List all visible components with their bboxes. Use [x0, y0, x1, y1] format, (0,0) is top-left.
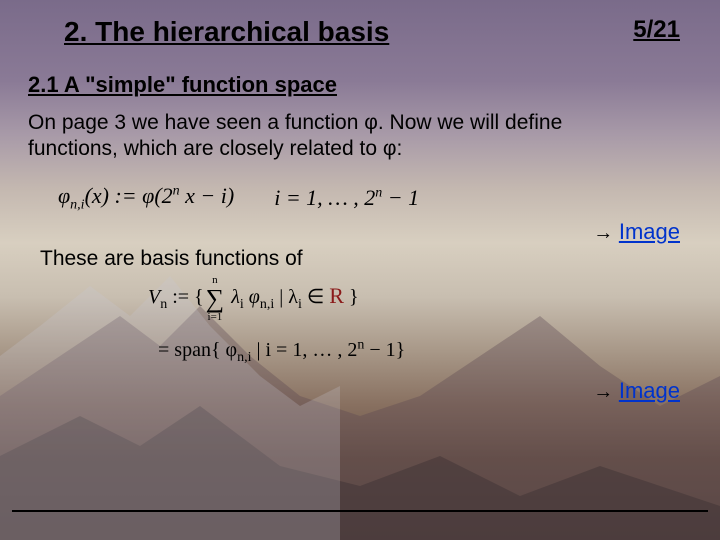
formula-sup1: n	[173, 183, 180, 198]
vn-lambda: λ	[226, 286, 240, 308]
arrow-icon: →	[593, 381, 619, 403]
vn-real-set: R	[329, 283, 344, 308]
span-eq: = span{ φ	[158, 339, 237, 361]
page-number: 5/21	[633, 16, 680, 44]
footer-divider	[12, 510, 708, 512]
slide-title: 2. The hierarchical basis	[64, 16, 389, 48]
formula-range-end: − 1	[382, 185, 419, 210]
sum-sigma-icon: ∑	[206, 286, 225, 312]
arrow-icon: →	[593, 222, 619, 244]
formula-phi: φ	[58, 183, 70, 208]
vn-bar: | λ	[274, 286, 298, 308]
vn-phi-sub: n,i	[260, 297, 274, 312]
formula-mid2: x − i)	[180, 183, 235, 208]
formula-definition: φn,i(x) := φ(2n x − i) i = 1, … , 2n − 1	[58, 183, 692, 213]
vn-in: ∈	[302, 286, 329, 308]
vn-label: V	[148, 286, 160, 308]
formula-range-pre: i = 1,	[274, 185, 322, 210]
vn-close: }	[344, 286, 359, 308]
formula-span: = span{ φn,i | i = 1, … , 2n − 1}	[158, 337, 692, 366]
span-post: , 2	[337, 339, 357, 361]
formula-sub: n,i	[70, 197, 84, 212]
formula-vn: Vn := {n∑i=1 λi φn,i | λi ∈ R }	[148, 275, 692, 323]
span-sub: n,i	[237, 350, 251, 365]
vn-phi: φ	[244, 286, 260, 308]
span-ellipsis: …	[307, 339, 337, 361]
span-end: − 1}	[364, 339, 405, 361]
formula-mid1: (x) := φ(2	[85, 183, 173, 208]
paragraph-intro: On page 3 we have seen a function φ. Now…	[28, 110, 568, 163]
image-link[interactable]: Image	[619, 378, 680, 403]
formula-range-post: , 2	[353, 185, 375, 210]
formula-range-ellipsis: …	[323, 185, 354, 210]
sum-bot: i=1	[206, 312, 225, 323]
span-bar: | i = 1,	[251, 339, 307, 361]
section-subtitle: 2.1 A "simple" function space	[28, 72, 692, 98]
image-link[interactable]: Image	[619, 219, 680, 244]
paragraph-basis: These are basis functions of	[40, 247, 692, 271]
vn-def: := {	[167, 286, 203, 308]
